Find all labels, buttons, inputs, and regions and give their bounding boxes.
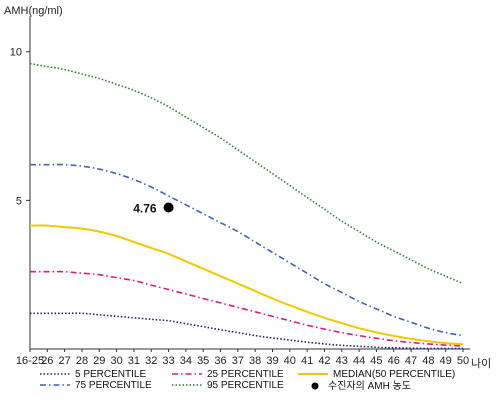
y-axis-label: AMH(ng/ml) (4, 5, 63, 17)
y-tick-label: 10 (10, 47, 22, 59)
x-tick-label: 33 (162, 355, 174, 367)
x-tick-label: 49 (440, 355, 452, 367)
x-tick-label: 34 (180, 355, 192, 367)
x-tick-label: 27 (59, 355, 71, 367)
patient-amh-value-label: 4.76 (133, 201, 157, 215)
x-tick-label: 31 (128, 355, 140, 367)
x-tick-label: 47 (405, 355, 417, 367)
x-tick-label: 32 (145, 355, 157, 367)
x-tick-label: 16-25 (16, 355, 44, 367)
x-axis-label: 나이 (471, 357, 491, 370)
x-tick-label: 45 (370, 355, 382, 367)
x-tick-label: 30 (110, 355, 122, 367)
legend-entry-label: 95 PERCENTILE (207, 380, 284, 391)
x-tick-label: 36 (214, 355, 226, 367)
x-tick-label: 43 (336, 355, 348, 367)
legend-entry-label: 25 PERCENTILE (207, 369, 284, 380)
x-tick-label: 46 (388, 355, 400, 367)
legend: 5 PERCENTILE 25 PERCENTILE MEDIAN(50 PERCE… (40, 369, 455, 392)
x-tick-label: 48 (422, 355, 434, 367)
x-tick-label: 35 (197, 355, 209, 367)
point-layer: 4.76 (133, 201, 174, 215)
patient-amh-point (163, 202, 174, 213)
axes (29, 16, 470, 350)
series-line-25-percentile (30, 270, 464, 347)
x-tick-label: 40 (284, 355, 296, 367)
legend-point-label: 수진자의 AMH 농도 (328, 380, 411, 392)
x-tick-label: 38 (249, 355, 261, 367)
x-tick-label: 29 (93, 355, 105, 367)
series-layer (29, 62, 464, 350)
x-tick-label: 42 (318, 355, 330, 367)
y-tick-label: 5 (16, 195, 22, 207)
y-tick-labels: 5 10 (10, 47, 30, 207)
x-tick-label: 28 (76, 355, 88, 367)
x-tick-label: 50 (457, 355, 469, 367)
series-line-5-percentile (30, 312, 463, 350)
legend-entry-label: 5 PERCENTILE (75, 369, 146, 380)
x-tick-label: 37 (232, 355, 244, 367)
series-line-75-percentile (30, 163, 464, 337)
x-tick-label: 44 (353, 355, 365, 367)
series-line-95-percentile (29, 62, 464, 285)
legend-point-marker (311, 382, 319, 390)
legend-entry-label: 75 PERCENTILE (75, 380, 152, 391)
legend-entry-label: MEDIAN(50 PERCENTILE) (333, 369, 455, 380)
series-line-median-50-percentile- (29, 224, 464, 346)
x-tick-label: 41 (301, 355, 313, 367)
x-tick-label: 39 (266, 355, 278, 367)
x-tick-label: 26 (41, 355, 53, 367)
